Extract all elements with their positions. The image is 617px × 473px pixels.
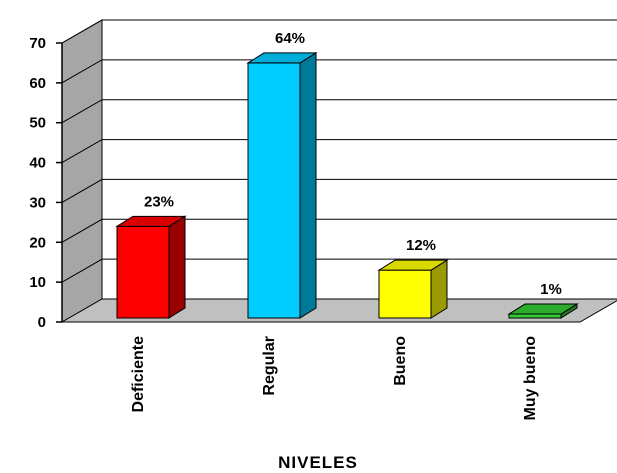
bar-front [508,313,562,319]
floor [60,298,617,323]
data-label: 1% [540,281,562,298]
y-tick-label: 10 [29,274,46,291]
gridline [61,178,617,203]
bar-front [116,225,170,319]
y-tick-label: 0 [38,314,46,331]
y-tick-label: 60 [29,75,46,92]
y-tick-label: 70 [29,35,46,52]
bar-bueno [377,259,449,319]
x-tick-label: Bueno [392,336,409,386]
gridline [61,59,617,84]
y-tick-label: 50 [29,115,46,132]
y-tick-label: 30 [29,194,46,211]
y-tick-label: 40 [29,155,46,172]
bar-deficiente [115,215,187,319]
gridline [61,258,617,283]
back-wall [101,19,617,300]
gridline [61,218,617,243]
bar-front [378,269,432,319]
x-tick-label: Deficiente [130,336,147,413]
chart-walls [60,19,617,323]
bar-top [377,259,449,271]
y-axis-ticks: 0 10 20 30 40 50 60 70 [29,35,63,331]
data-label: 23% [144,193,174,210]
x-tick-label: Regular [261,336,278,396]
gridline [61,19,617,44]
bar-top [507,303,579,315]
bar-regular [246,52,318,319]
data-labels: 23% 64% 12% 1% [144,30,562,298]
x-axis-ticks: Deficiente Regular Bueno Muy bueno [130,336,539,421]
data-label: 12% [406,237,436,254]
gridline [61,139,617,164]
gridlines [61,19,617,283]
gridline [61,99,617,124]
bar-top [246,52,318,64]
bar-side [168,215,186,319]
bar-top [115,215,187,227]
left-wall [61,19,103,323]
bar-side [299,52,317,319]
x-tick-label: Muy bueno [522,336,539,421]
bars [115,52,579,319]
y-tick-label: 20 [29,234,46,251]
x-axis-title: NIVELES [278,453,358,472]
bar-muy-bueno [507,303,579,319]
data-label: 64% [275,30,305,47]
bar-front [247,62,301,319]
